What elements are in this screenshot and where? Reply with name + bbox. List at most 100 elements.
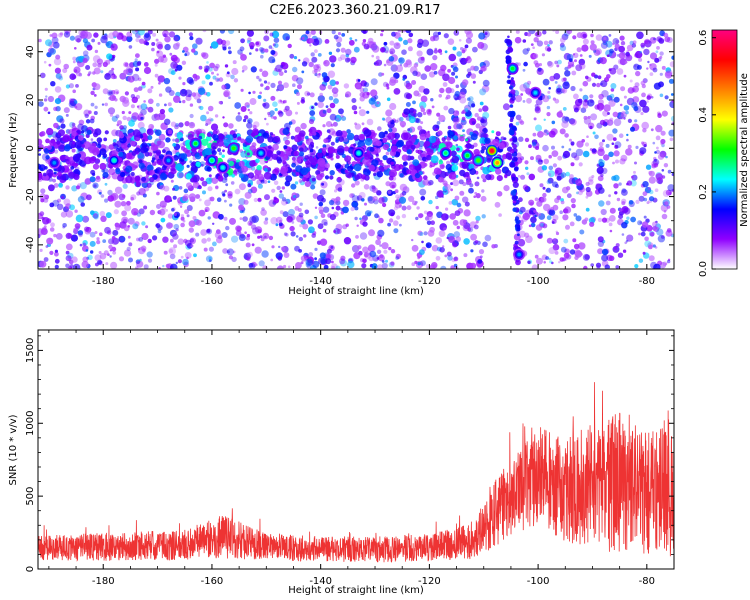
spectrogram-cell <box>573 107 579 113</box>
spectrogram-cell <box>318 149 322 154</box>
spectrogram-cell <box>168 222 174 228</box>
spectrogram-cell <box>230 74 235 80</box>
spectrogram-cell <box>368 97 376 105</box>
spectrogram-cell <box>96 137 103 143</box>
spectrogram-cell <box>130 140 136 147</box>
spectrogram-cell <box>652 244 656 248</box>
spectrogram-cell <box>321 182 325 186</box>
spectrogram-cell <box>175 163 183 171</box>
spectrogram-cell <box>88 156 96 164</box>
spectrogram-cell <box>430 98 434 102</box>
spectrogram-cell <box>531 141 537 147</box>
spectrogram-cell <box>138 35 141 39</box>
spectrogram-cell <box>423 88 430 95</box>
spectrogram-cell <box>154 73 159 78</box>
spectrogram-cell <box>585 75 589 80</box>
spectrogram-cell <box>278 245 281 249</box>
spectrogram-cell <box>222 248 229 254</box>
spectrogram-cell <box>288 208 295 216</box>
spectrogram-cell <box>452 62 458 68</box>
spectrogram-cell <box>59 32 64 36</box>
spectrogram-cell <box>381 30 384 33</box>
spectrogram-cell <box>304 180 311 187</box>
spectrogram-cell <box>602 110 609 117</box>
spectrogram-cell <box>135 150 139 154</box>
spectrogram-cell <box>601 254 609 262</box>
spectrogram-cell <box>454 90 461 97</box>
spectrogram-cell <box>556 64 560 68</box>
spectrogram-cell <box>184 209 190 215</box>
spectrogram-cell <box>246 104 250 109</box>
spectrogram-cell <box>517 238 526 247</box>
spectrogram-cell <box>636 64 642 70</box>
spectrogram-cell <box>389 79 396 86</box>
spectrogram-cell <box>289 53 295 59</box>
spectrogram-cell <box>645 164 652 170</box>
spectrogram-cell <box>510 189 517 196</box>
spectrogram-cell <box>342 199 350 207</box>
spectrogram-cell <box>304 90 310 97</box>
spectrogram-cell <box>183 188 189 194</box>
spectrogram-cell <box>504 174 508 179</box>
spectrogram-cell <box>420 196 426 201</box>
spectrogram-cell <box>172 231 177 237</box>
spectrogram-cell <box>544 45 551 52</box>
spectrogram-cell <box>470 233 477 241</box>
spectrogram-cell <box>140 146 147 154</box>
spectrogram-cell <box>325 105 329 108</box>
spectrogram-cell <box>403 161 408 166</box>
spectrogram-cell <box>366 110 370 114</box>
spectrogram-cell <box>623 117 626 120</box>
spectrogram-cell <box>82 50 89 56</box>
spectrogram-cell <box>247 183 252 188</box>
spectrogram-cell <box>481 214 486 219</box>
spectrogram-cell <box>218 77 224 82</box>
spectrogram-cell <box>407 38 413 44</box>
spectrogram-cell <box>359 232 368 240</box>
spectrogram-cell <box>141 139 145 143</box>
spectrogram-cell <box>612 128 618 134</box>
spectrogram-cell <box>480 195 487 202</box>
spectrogram-cell <box>94 105 98 110</box>
spectrogram-cell <box>459 190 465 196</box>
spectrogram-cell <box>180 153 188 160</box>
spectrogram-cell <box>452 117 460 125</box>
spectrogram-cell <box>575 148 584 157</box>
spectrogram-cell <box>156 116 161 121</box>
spectrogram-cell <box>377 126 382 131</box>
spectrogram-cell <box>135 259 141 265</box>
spectrogram-cell <box>263 80 268 84</box>
spectrogram-cell <box>365 161 371 167</box>
spectrogram-cell <box>310 52 315 57</box>
spectrogram-cell <box>401 154 409 161</box>
spectrogram-cell <box>268 45 273 49</box>
spectrogram-cell <box>388 218 394 223</box>
spectrogram-cell <box>373 62 377 65</box>
spectrogram-cell <box>71 130 77 136</box>
spectrogram-cell <box>482 111 490 119</box>
spectrogram-cell <box>325 253 332 260</box>
spectrogram-cell <box>600 80 608 88</box>
spectrogram-cell <box>562 214 569 221</box>
spectrogram-cell <box>174 68 178 72</box>
spectrogram-cell <box>317 194 324 202</box>
spectrogram-cell <box>432 31 440 38</box>
spectrogram-cell <box>55 73 62 79</box>
spectrogram-cell <box>474 181 480 187</box>
spectrogram-cell <box>324 39 330 44</box>
spectrogram-cell <box>532 53 539 59</box>
spectrogram-cell <box>48 184 55 192</box>
spectrogram-cell <box>401 49 407 55</box>
spectrogram-cell <box>180 222 185 228</box>
spectrogram-cell <box>216 38 223 45</box>
spectrogram-cell <box>294 126 301 133</box>
spectrogram-cell <box>428 71 436 78</box>
spectrogram-cell <box>576 32 583 39</box>
spectrogram-cell <box>124 91 129 96</box>
spectrogram-cell <box>68 257 72 262</box>
spectrogram-cell <box>595 34 603 41</box>
spectrogram-cell <box>423 140 431 147</box>
spectrogram-cell <box>511 142 515 146</box>
spectrogram-cell <box>613 246 618 250</box>
spectrogram-cell <box>659 51 664 56</box>
